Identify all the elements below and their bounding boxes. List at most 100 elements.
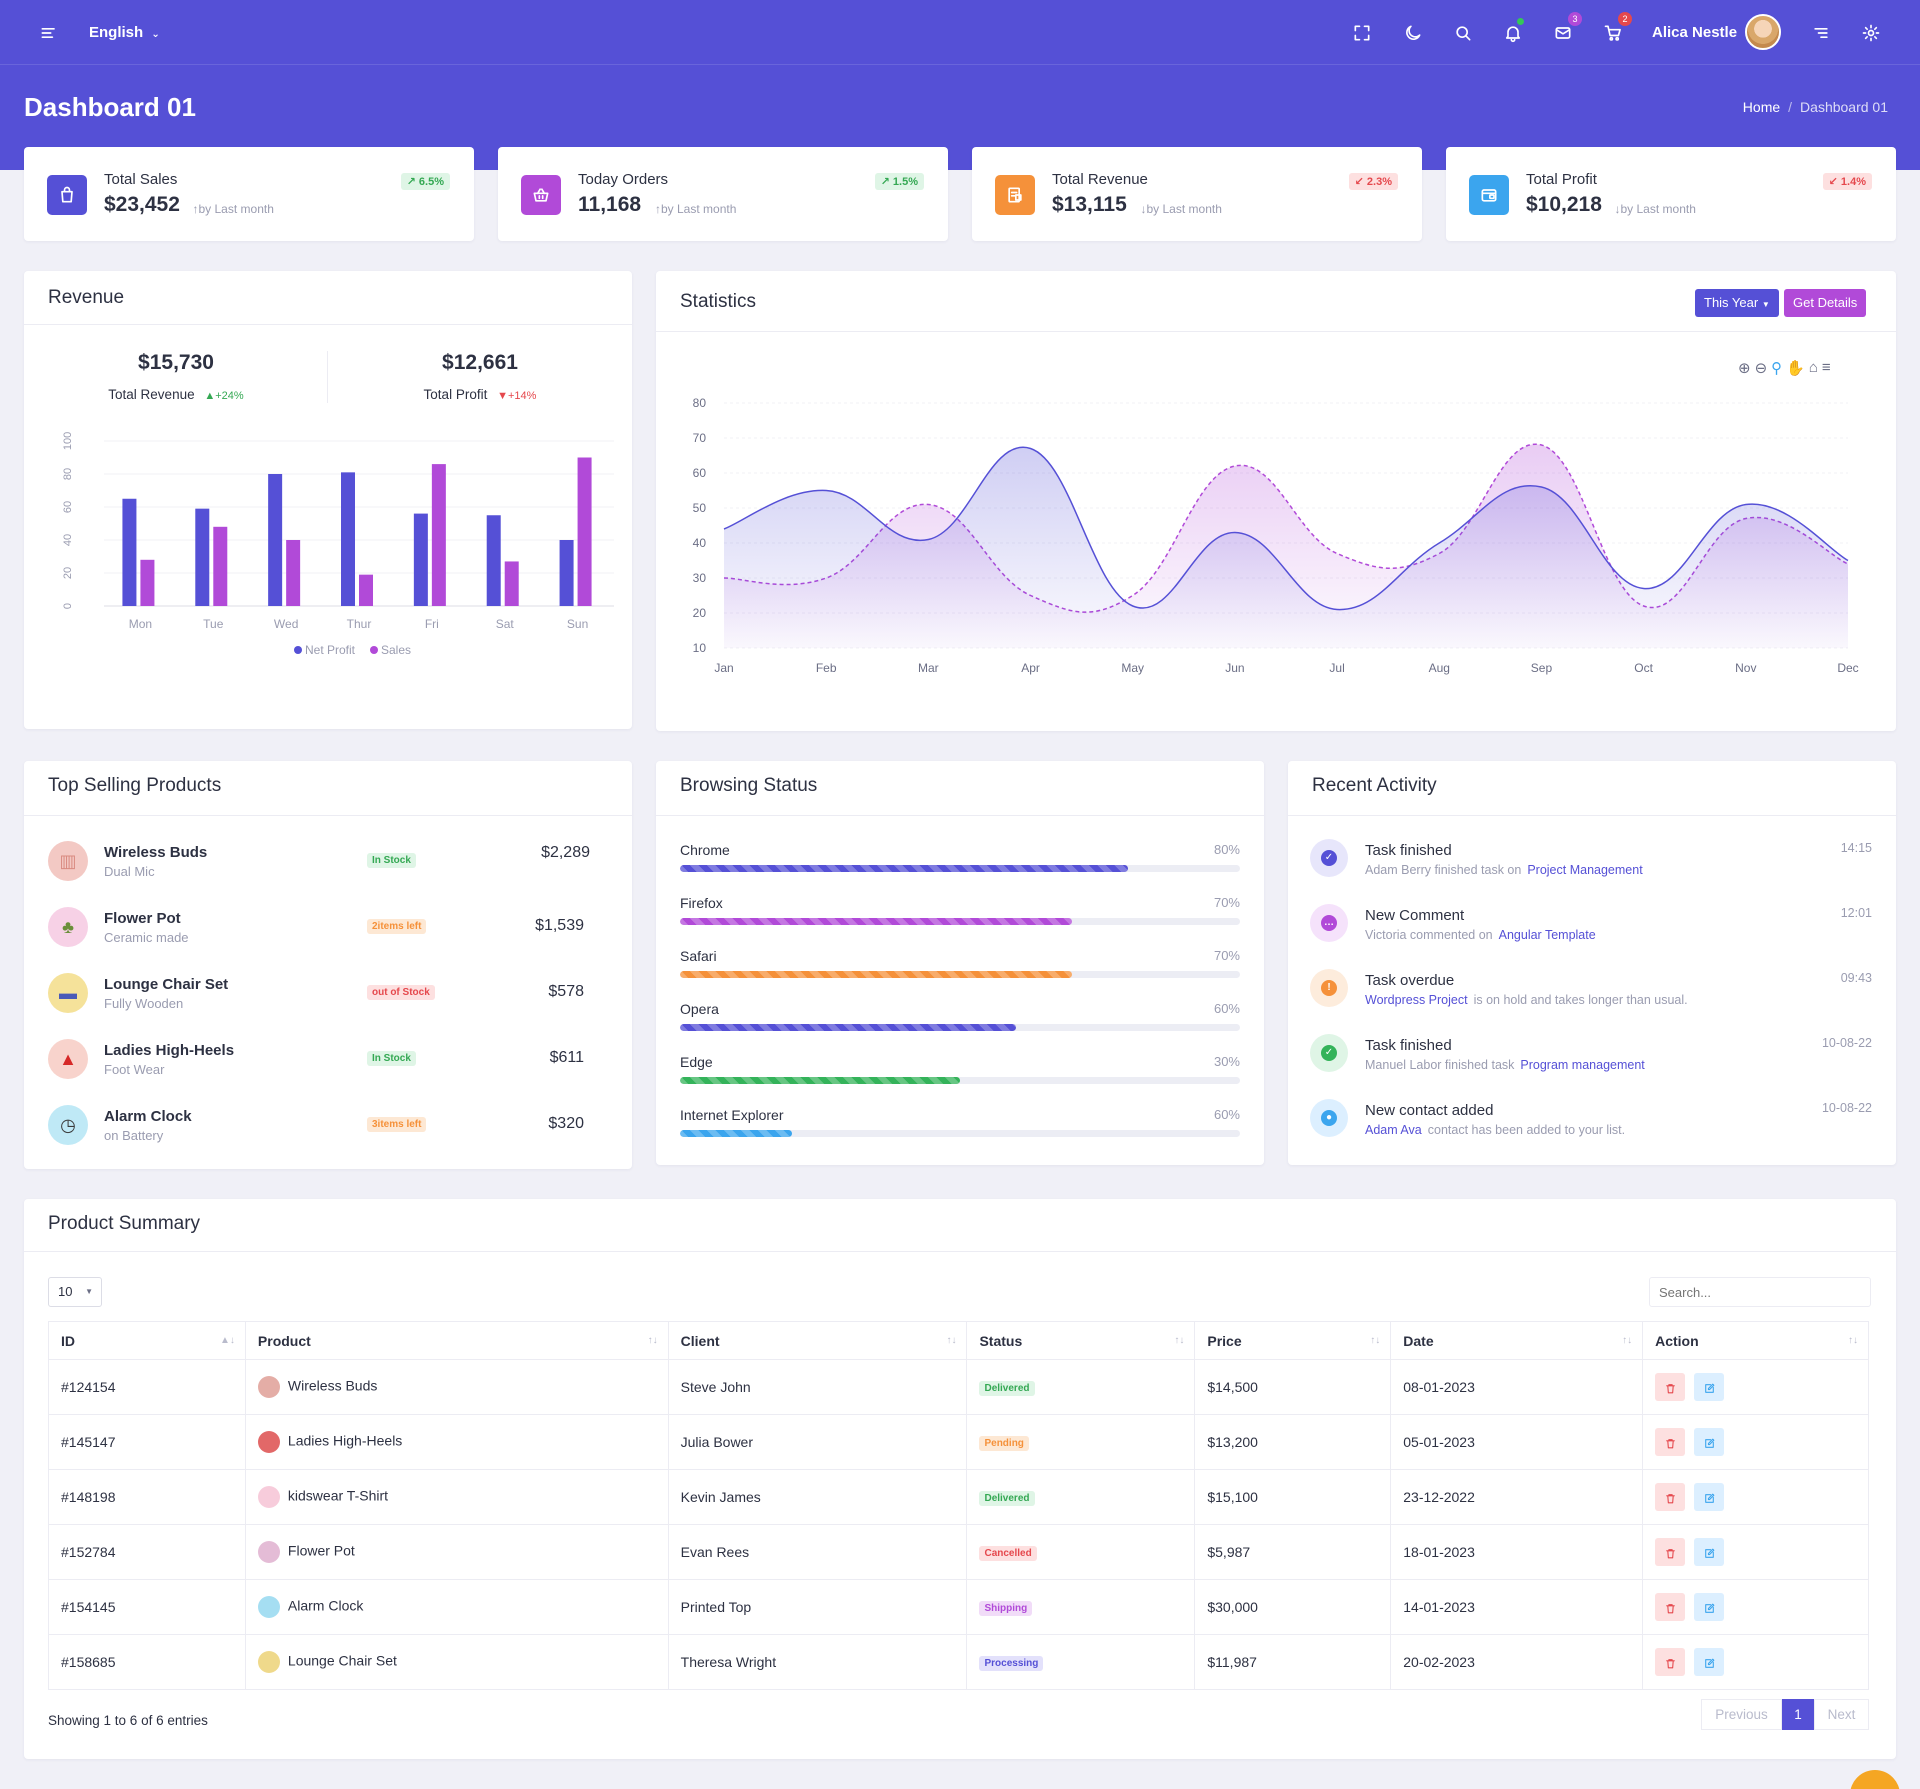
edit-button[interactable] <box>1694 1648 1725 1676</box>
language-selector[interactable]: English ⌄ <box>89 24 160 41</box>
cell-product: Lounge Chair Set <box>244 1634 669 1690</box>
next-button[interactable]: Next <box>1814 1699 1869 1730</box>
menu-toggle-icon[interactable] <box>36 20 62 46</box>
delete-button[interactable] <box>1655 1538 1686 1566</box>
activity-link[interactable]: Adam Ava <box>1365 1123 1422 1137</box>
legend-label[interactable]: Net Profit <box>305 643 356 657</box>
column-header[interactable]: Status ↑↓ <box>966 1321 1196 1360</box>
delete-button[interactable] <box>1655 1373 1686 1401</box>
breadcrumb-separator: / <box>1788 99 1793 115</box>
cell-price: $14,500 <box>1194 1359 1392 1415</box>
cell-client: Printed Top <box>667 1579 968 1635</box>
stat-sub: ↓by Last month <box>1141 202 1222 216</box>
bar-net-profit[interactable] <box>413 513 428 606</box>
bar-net-profit[interactable] <box>122 498 137 606</box>
stat-value: $10,218 <box>1526 193 1602 216</box>
delete-button[interactable] <box>1655 1483 1686 1511</box>
bar-net-profit[interactable] <box>486 515 501 606</box>
edit-button[interactable] <box>1694 1428 1725 1456</box>
bar-net-profit[interactable] <box>195 508 210 606</box>
bar-sales[interactable] <box>140 559 155 606</box>
bar-sales[interactable] <box>213 526 228 606</box>
column-header[interactable]: Client ↑↓ <box>667 1321 968 1360</box>
magnify-icon[interactable]: ⚲ <box>1771 360 1783 377</box>
sort-icon[interactable]: ▲↓ <box>220 1335 235 1346</box>
comment-icon: … <box>1310 904 1348 942</box>
page-size-select[interactable]: 10 ▼ <box>48 1277 102 1307</box>
gear-icon[interactable] <box>1858 20 1884 46</box>
sort-icon[interactable]: ↑↓ <box>647 1335 658 1346</box>
sort-icon[interactable]: ↑↓ <box>946 1335 957 1346</box>
breadcrumb-home[interactable]: Home <box>1742 99 1781 115</box>
delete-button[interactable] <box>1655 1648 1686 1676</box>
edit-button[interactable] <box>1694 1483 1725 1511</box>
activity-link[interactable]: Program management <box>1520 1058 1645 1072</box>
product-name[interactable]: Alarm Clock <box>104 1108 192 1125</box>
zoom-in-icon[interactable]: ⊕ <box>1738 360 1751 377</box>
page-1-button[interactable]: 1 <box>1782 1699 1814 1730</box>
mail-icon[interactable]: 3 <box>1550 12 1582 46</box>
activity-link[interactable]: Angular Template <box>1498 928 1596 942</box>
search-input[interactable] <box>1649 1277 1871 1307</box>
avatar[interactable] <box>1745 14 1781 50</box>
activity-link[interactable]: Wordpress Project <box>1365 993 1468 1007</box>
get-details-button[interactable]: Get Details <box>1784 289 1867 317</box>
trash-icon <box>1665 1438 1675 1449</box>
column-header[interactable]: Action ↑↓ <box>1642 1321 1869 1360</box>
column-header[interactable]: Product ↑↓ <box>244 1321 669 1360</box>
edit-button[interactable] <box>1694 1373 1725 1401</box>
bar-net-profit[interactable] <box>559 540 574 606</box>
delete-button[interactable] <box>1655 1428 1686 1456</box>
column-header[interactable]: Price ↑↓ <box>1194 1321 1392 1360</box>
bar-sales[interactable] <box>504 561 519 606</box>
edit-button[interactable] <box>1694 1538 1725 1566</box>
bar-sales[interactable] <box>359 574 373 606</box>
fullscreen-icon[interactable] <box>1349 20 1375 46</box>
revenue-title: Revenue <box>48 287 125 308</box>
moon-icon[interactable] <box>1400 20 1426 46</box>
search-icon[interactable] <box>1450 20 1476 46</box>
y-tick-label: 60 <box>693 466 707 480</box>
settings-fab[interactable] <box>1850 1770 1900 1789</box>
product-subtitle: Fully Wooden <box>104 996 184 1011</box>
menu-lines-icon[interactable] <box>1808 20 1834 46</box>
product-thumb <box>257 1376 280 1398</box>
home-icon[interactable]: ⌂ <box>1808 359 1818 376</box>
zoom-out-icon[interactable]: ⊖ <box>1754 360 1768 377</box>
bar-sales[interactable] <box>286 540 301 606</box>
menu-icon[interactable]: ≡ <box>1821 359 1831 376</box>
legend-label[interactable]: Sales <box>381 643 411 657</box>
bar-net-profit[interactable] <box>341 472 355 606</box>
column-header[interactable]: ID ▲↓ <box>48 1321 246 1360</box>
product-name[interactable]: Lounge Chair Set <box>104 976 229 993</box>
bar-sales[interactable] <box>577 457 592 607</box>
cell-id: #154145 <box>48 1579 246 1635</box>
arrow-up-icon: ▲ <box>204 390 216 402</box>
sort-icon[interactable]: ↑↓ <box>1848 1335 1858 1346</box>
column-header[interactable]: Date ↑↓ <box>1390 1321 1644 1360</box>
bar-sales[interactable] <box>431 464 446 606</box>
product-name[interactable]: Wireless Buds <box>104 844 208 861</box>
bell-icon[interactable] <box>1500 18 1526 46</box>
delete-button[interactable] <box>1655 1593 1686 1621</box>
product-name[interactable]: Flower Pot <box>104 910 181 927</box>
previous-button[interactable]: Previous <box>1701 1699 1782 1730</box>
user-name[interactable]: Alica Nestle <box>1652 24 1738 41</box>
sort-icon[interactable]: ↑↓ <box>1622 1335 1633 1346</box>
line-this-month[interactable] <box>723 446 1849 611</box>
activity-glyph: ● <box>1321 1110 1337 1126</box>
sort-icon[interactable]: ↑↓ <box>1174 1335 1185 1346</box>
edit-button[interactable] <box>1694 1593 1725 1621</box>
sort-icon[interactable]: ↑↓ <box>1370 1335 1381 1346</box>
this-year-dropdown[interactable]: This Year ▼ <box>1695 289 1779 317</box>
activity-link[interactable]: Project Management <box>1527 863 1643 877</box>
table-row: #154145 Alarm Clock Printed Top Shipping $30… <box>48 1579 1869 1635</box>
pan-hand-icon[interactable]: ✋ <box>1786 360 1805 377</box>
product-thumb <box>257 1596 280 1618</box>
cart-icon[interactable]: 2 <box>1600 12 1632 46</box>
product-name[interactable]: Ladies High-Heels <box>104 1042 235 1059</box>
cell-product: Ladies High-Heels <box>244 1414 669 1470</box>
breadcrumb-current: Dashboard 01 <box>1800 99 1888 115</box>
bar-net-profit[interactable] <box>268 474 283 606</box>
product-name: Flower Pot <box>287 1542 355 1559</box>
